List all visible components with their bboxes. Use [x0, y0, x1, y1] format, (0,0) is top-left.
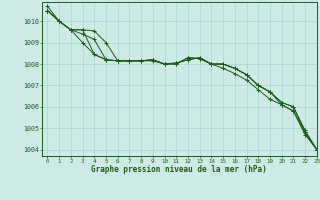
X-axis label: Graphe pression niveau de la mer (hPa): Graphe pression niveau de la mer (hPa): [91, 165, 267, 174]
